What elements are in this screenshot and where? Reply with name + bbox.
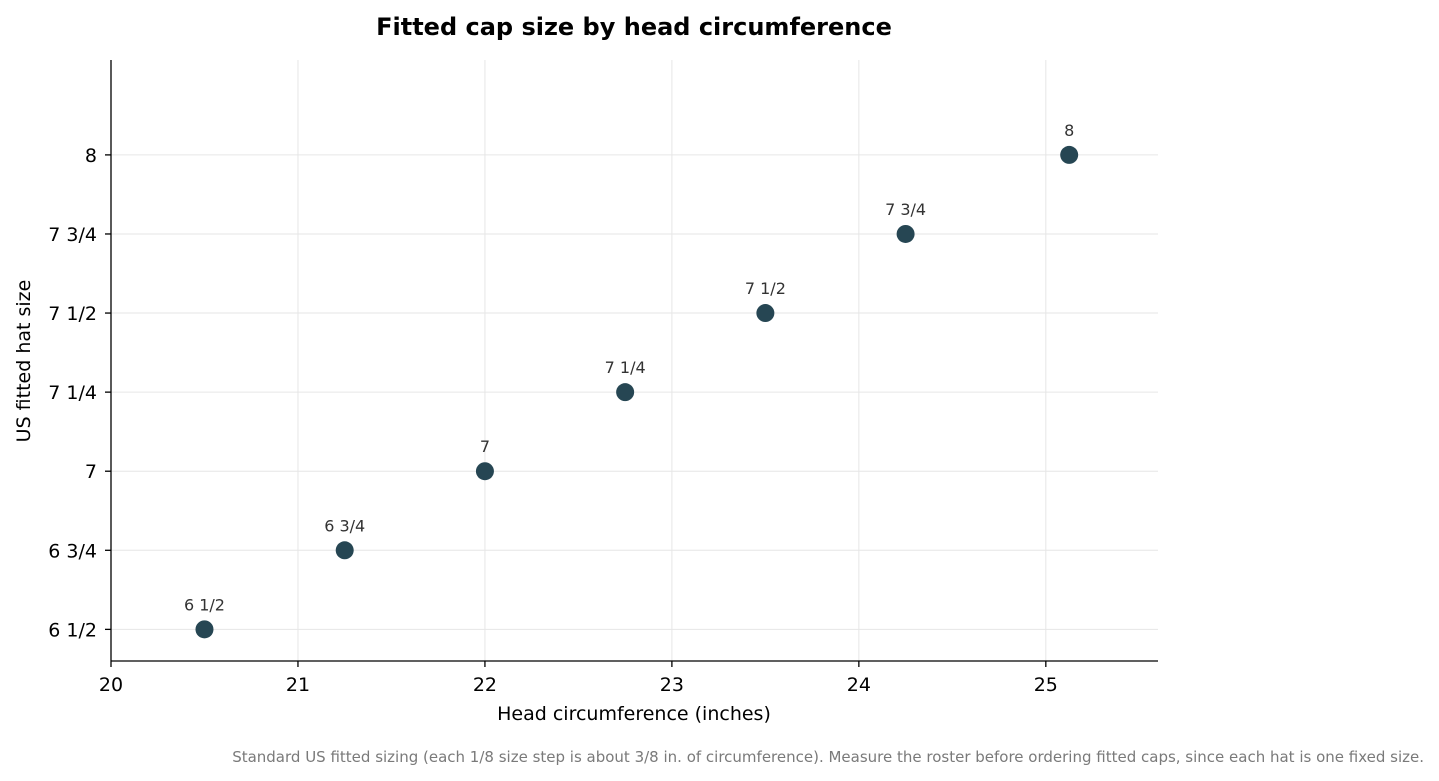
tick-labels: 20 21 22 23 24 25 6 1/2 6 3/4 7 7 1/4 7 1/2 7 3/4 8 [48, 145, 1058, 696]
y-tick-label: 7 1/4 [48, 382, 97, 404]
y-tick-label: 6 1/2 [48, 619, 97, 641]
data-point [1060, 145, 1079, 164]
x-tick-label: 24 [847, 674, 871, 696]
data-points [195, 145, 1079, 639]
y-tick-label: 7 [85, 461, 97, 483]
data-label: 6 1/2 [184, 595, 225, 614]
y-tick-label: 6 3/4 [48, 540, 97, 562]
data-point [616, 383, 635, 402]
data-label: 7 [480, 437, 490, 456]
data-point [335, 541, 354, 560]
x-tick-label: 23 [660, 674, 684, 696]
y-tick-label: 8 [85, 145, 97, 167]
data-label: 6 3/4 [324, 516, 365, 535]
data-point [896, 224, 915, 243]
x-tick-label: 20 [99, 674, 123, 696]
data-label: 7 1/4 [605, 358, 646, 377]
y-axis-label: US fitted hat size [13, 280, 35, 443]
grid-lines [110, 60, 1158, 661]
data-labels: 6 1/2 6 3/4 7 7 1/4 7 1/2 7 3/4 8 [184, 121, 1074, 614]
x-tick-label: 21 [286, 674, 310, 696]
x-tick-label: 25 [1034, 674, 1058, 696]
axes [105, 60, 1158, 667]
x-tick-label: 22 [473, 674, 497, 696]
y-tick-label: 7 3/4 [48, 224, 97, 246]
x-axis-label: Head circumference (inches) [497, 703, 771, 725]
data-label: 7 1/2 [745, 279, 786, 298]
data-label: 8 [1064, 121, 1074, 140]
data-point [756, 304, 775, 323]
y-tick-label: 7 1/2 [48, 303, 97, 325]
data-point [475, 462, 494, 481]
data-point [195, 620, 214, 639]
chart-footnote: Standard US fitted sizing (each 1/8 size… [232, 748, 1424, 766]
chart-title: Fitted cap size by head circumference [376, 13, 892, 41]
data-label: 7 3/4 [885, 200, 926, 219]
